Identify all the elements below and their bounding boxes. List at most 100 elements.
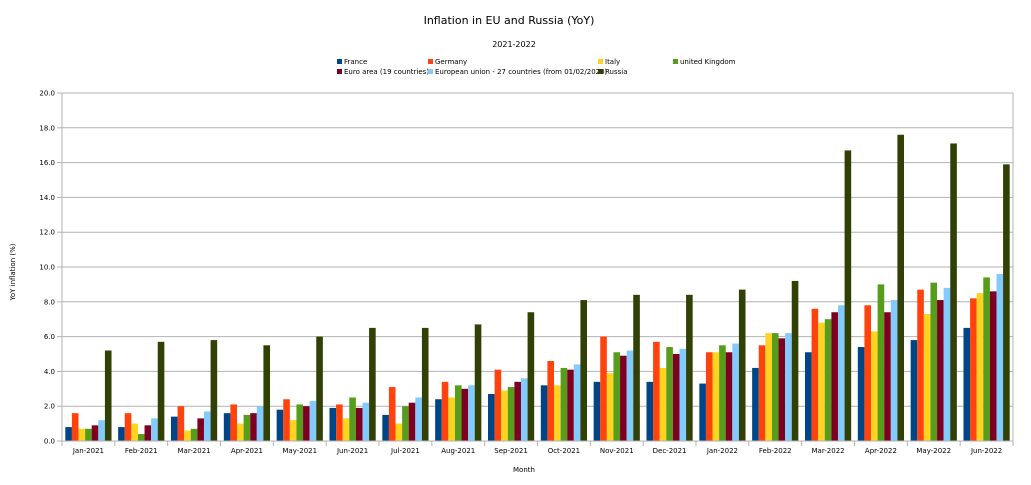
gridlines [62,92,1013,442]
bar [1003,164,1010,441]
bars [65,134,1010,442]
bar [263,345,271,441]
bar [309,400,317,441]
bar [223,413,231,441]
legend-swatch [428,59,433,64]
bar [303,406,310,441]
bar [910,340,918,441]
bar [633,294,640,441]
bar [573,364,581,441]
bar [474,324,482,441]
bar [388,387,396,441]
bar [679,348,687,441]
chart-subtitle: 2021-2022 [492,40,536,49]
bar [98,420,105,441]
bar [923,313,931,441]
y-tick-label: 2.0 [44,403,55,411]
bar [487,394,495,441]
bar [494,369,502,441]
bar [653,341,660,441]
bar [197,418,204,441]
legend-label: Euro area (19 countries) [344,68,429,76]
bar [824,319,832,441]
y-tick-label: 6.0 [44,333,55,341]
y-tick-label: 4.0 [44,368,55,376]
bar [151,418,158,441]
legend-swatch [673,59,678,64]
bar [421,327,429,441]
bar [71,413,79,441]
bar [118,427,125,441]
x-tick-label: Sep-2021 [494,447,528,455]
bar [329,407,337,441]
bar [441,381,449,441]
bar [884,312,891,441]
bar [520,378,528,441]
legend-label: Italy [605,58,620,66]
bar [415,397,422,441]
y-axis-label: YoY inflation (%) [9,243,17,301]
legend: France Germany Italy united Kingdom Euro are… [337,58,736,76]
x-tick-label: Jan-2021 [72,447,104,455]
bar [917,289,924,441]
bar [177,406,185,441]
x-tick-label: Jan-2022 [706,447,738,455]
bar [210,340,218,441]
bar [527,312,535,441]
bar [943,287,951,441]
bar [804,352,812,441]
x-tick-label: May-2021 [282,447,317,455]
legend-swatch [337,69,342,74]
bar [613,352,621,441]
chart-title: Inflation in EU and Russia (YoY) [424,14,595,27]
bar [811,308,819,441]
bar [250,413,257,441]
bar [666,347,673,441]
x-tick-label: Feb-2022 [759,447,792,455]
bar [719,345,726,441]
bar [818,322,825,441]
bar [976,293,984,441]
bar [362,402,370,441]
bar [355,407,363,441]
bar [157,341,165,441]
x-tick-label: Apr-2022 [865,447,897,455]
bar [256,406,264,441]
x-tick-label: Jun-2022 [970,447,1002,455]
bar [963,327,971,441]
y-tick-label: 8.0 [44,298,55,306]
bar [620,355,627,441]
bar [567,369,574,441]
bar [857,347,865,441]
bar [342,418,350,441]
bar [336,404,343,441]
x-tick-label: Nov-2021 [600,447,634,455]
bar [144,425,152,441]
bar [897,134,905,441]
bar [131,423,138,441]
x-tick-label: Dec-2021 [653,447,687,455]
bar [540,385,548,441]
bar [560,367,568,441]
legend-label: European union - 27 countries (from 01/0… [435,68,608,76]
bar [349,397,356,441]
bar [170,416,178,441]
bar [712,352,720,441]
bar [316,336,323,441]
bar [877,284,885,441]
bar [765,333,772,441]
bar [606,373,614,441]
legend-label: Germany [435,58,467,66]
bar [514,381,521,441]
bar [243,414,251,441]
bar [738,289,746,441]
bar [626,350,634,441]
x-tick-label: Feb-2021 [125,447,158,455]
bar [203,411,211,441]
bar [686,294,693,441]
x-tick-label: May-2022 [916,447,951,455]
bar [871,331,878,441]
bar [408,402,416,441]
bar [547,360,555,441]
